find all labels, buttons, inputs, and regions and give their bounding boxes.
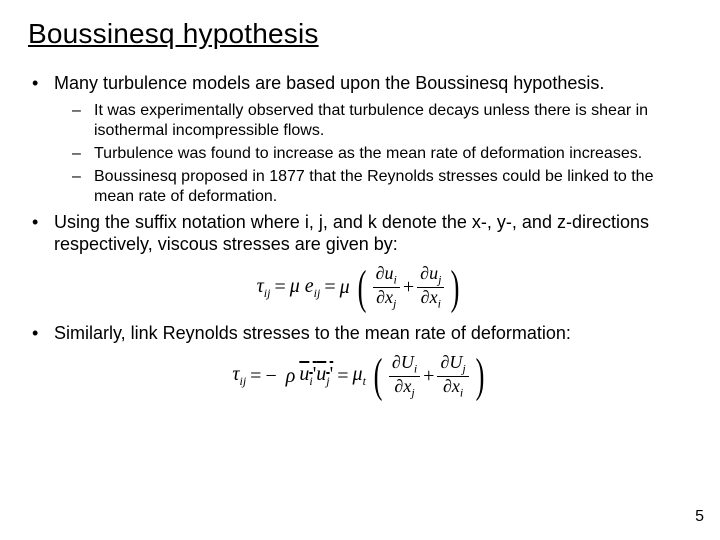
eq-fraction: ∂uj ∂xi <box>417 264 444 310</box>
eq-symbol: ∂ <box>420 263 429 283</box>
eq-symbol: ∂ <box>376 263 385 283</box>
bullet-marker: – <box>72 101 94 141</box>
eq-symbol: u <box>316 363 326 385</box>
eq-symbol: u <box>385 263 394 283</box>
eq-symbol: ρ <box>286 365 296 388</box>
eq-symbol: ∂ <box>421 287 430 307</box>
eq-symbol: ∂ <box>392 352 401 372</box>
page-number: 5 <box>695 508 704 526</box>
eq-symbol: u <box>429 263 438 283</box>
eq-symbol: x <box>430 287 438 307</box>
eq-subscript: t <box>363 374 366 388</box>
bullet-text: It was experimentally observed that turb… <box>94 101 692 141</box>
eq-symbol: τ <box>232 363 239 385</box>
eq-symbol: x <box>452 376 460 396</box>
eq-symbol: μ <box>290 275 300 297</box>
eq-paren-group: ( ∂Ui ∂xj + ∂Uj ∂xi ) <box>370 352 488 400</box>
bullet-level2: – It was experimentally observed that tu… <box>72 101 692 141</box>
eq-subscript: i <box>414 362 417 376</box>
equation-1: τij = μ eij = μ ( ∂ui ∂xj + ∂uj ∂xi ) <box>28 264 692 312</box>
eq-subscript: j <box>411 385 414 399</box>
bullet-text: Similarly, link Reynolds stresses to the… <box>54 322 692 345</box>
bullet-text: Boussinesq proposed in 1877 that the Rey… <box>94 167 692 207</box>
bullet-marker: • <box>28 72 54 95</box>
slide: Boussinesq hypothesis • Many turbulence … <box>0 0 720 540</box>
slide-title: Boussinesq hypothesis <box>28 18 692 50</box>
eq-symbol: U <box>401 352 414 372</box>
bullet-level2: – Boussinesq proposed in 1877 that the R… <box>72 167 692 207</box>
eq-subscript: ij <box>264 286 271 300</box>
eq-subscript: i <box>460 385 463 399</box>
eq-subscript: ij <box>240 374 247 388</box>
eq-symbol: x <box>385 287 393 307</box>
bullet-text: Turbulence was found to increase as the … <box>94 144 692 164</box>
bullet-text: Using the suffix notation where i, j, an… <box>54 211 692 256</box>
eq-fraction: ∂Ui ∂xj <box>389 353 420 399</box>
bullet-marker: – <box>72 144 94 164</box>
eq-subscript: ij <box>314 286 321 300</box>
eq-symbol: ∂ <box>376 287 385 307</box>
eq-subscript: j <box>393 297 396 311</box>
eq-subscript: i <box>438 297 441 311</box>
eq-symbol: ∂ <box>443 376 452 396</box>
bullet-level1: • Similarly, link Reynolds stresses to t… <box>28 322 692 345</box>
eq-symbol: u <box>299 363 309 385</box>
bullet-marker: • <box>28 211 54 256</box>
eq-fraction: ∂ui ∂xj <box>373 264 400 310</box>
eq-overline: ui'uj' <box>299 363 333 389</box>
equation-2: τij = − ρ ui'uj' = μt ( ∂Ui ∂xj + ∂Uj ∂x… <box>28 352 692 400</box>
eq-symbol: τ <box>257 275 264 297</box>
bullet-marker: – <box>72 167 94 207</box>
bullet-level2: – Turbulence was found to increase as th… <box>72 144 692 164</box>
bullet-level1: • Using the suffix notation where i, j, … <box>28 211 692 256</box>
eq-symbol: μ <box>340 276 350 299</box>
eq-symbol: e <box>305 275 314 297</box>
eq-symbol: μ <box>353 363 363 385</box>
eq-subscript: j <box>438 273 441 287</box>
eq-fraction: ∂Uj ∂xi <box>437 353 468 399</box>
bullet-text: Many turbulence models are based upon th… <box>54 72 692 95</box>
eq-symbol: U <box>449 352 462 372</box>
eq-symbol: ∂ <box>440 352 449 372</box>
eq-paren-group: ( ∂ui ∂xj + ∂uj ∂xi ) <box>354 264 464 312</box>
eq-symbol: ∂ <box>394 376 403 396</box>
bullet-marker: • <box>28 322 54 345</box>
eq-subscript: i <box>394 273 397 287</box>
bullet-level1: • Many turbulence models are based upon … <box>28 72 692 95</box>
eq-subscript: j <box>462 362 465 376</box>
